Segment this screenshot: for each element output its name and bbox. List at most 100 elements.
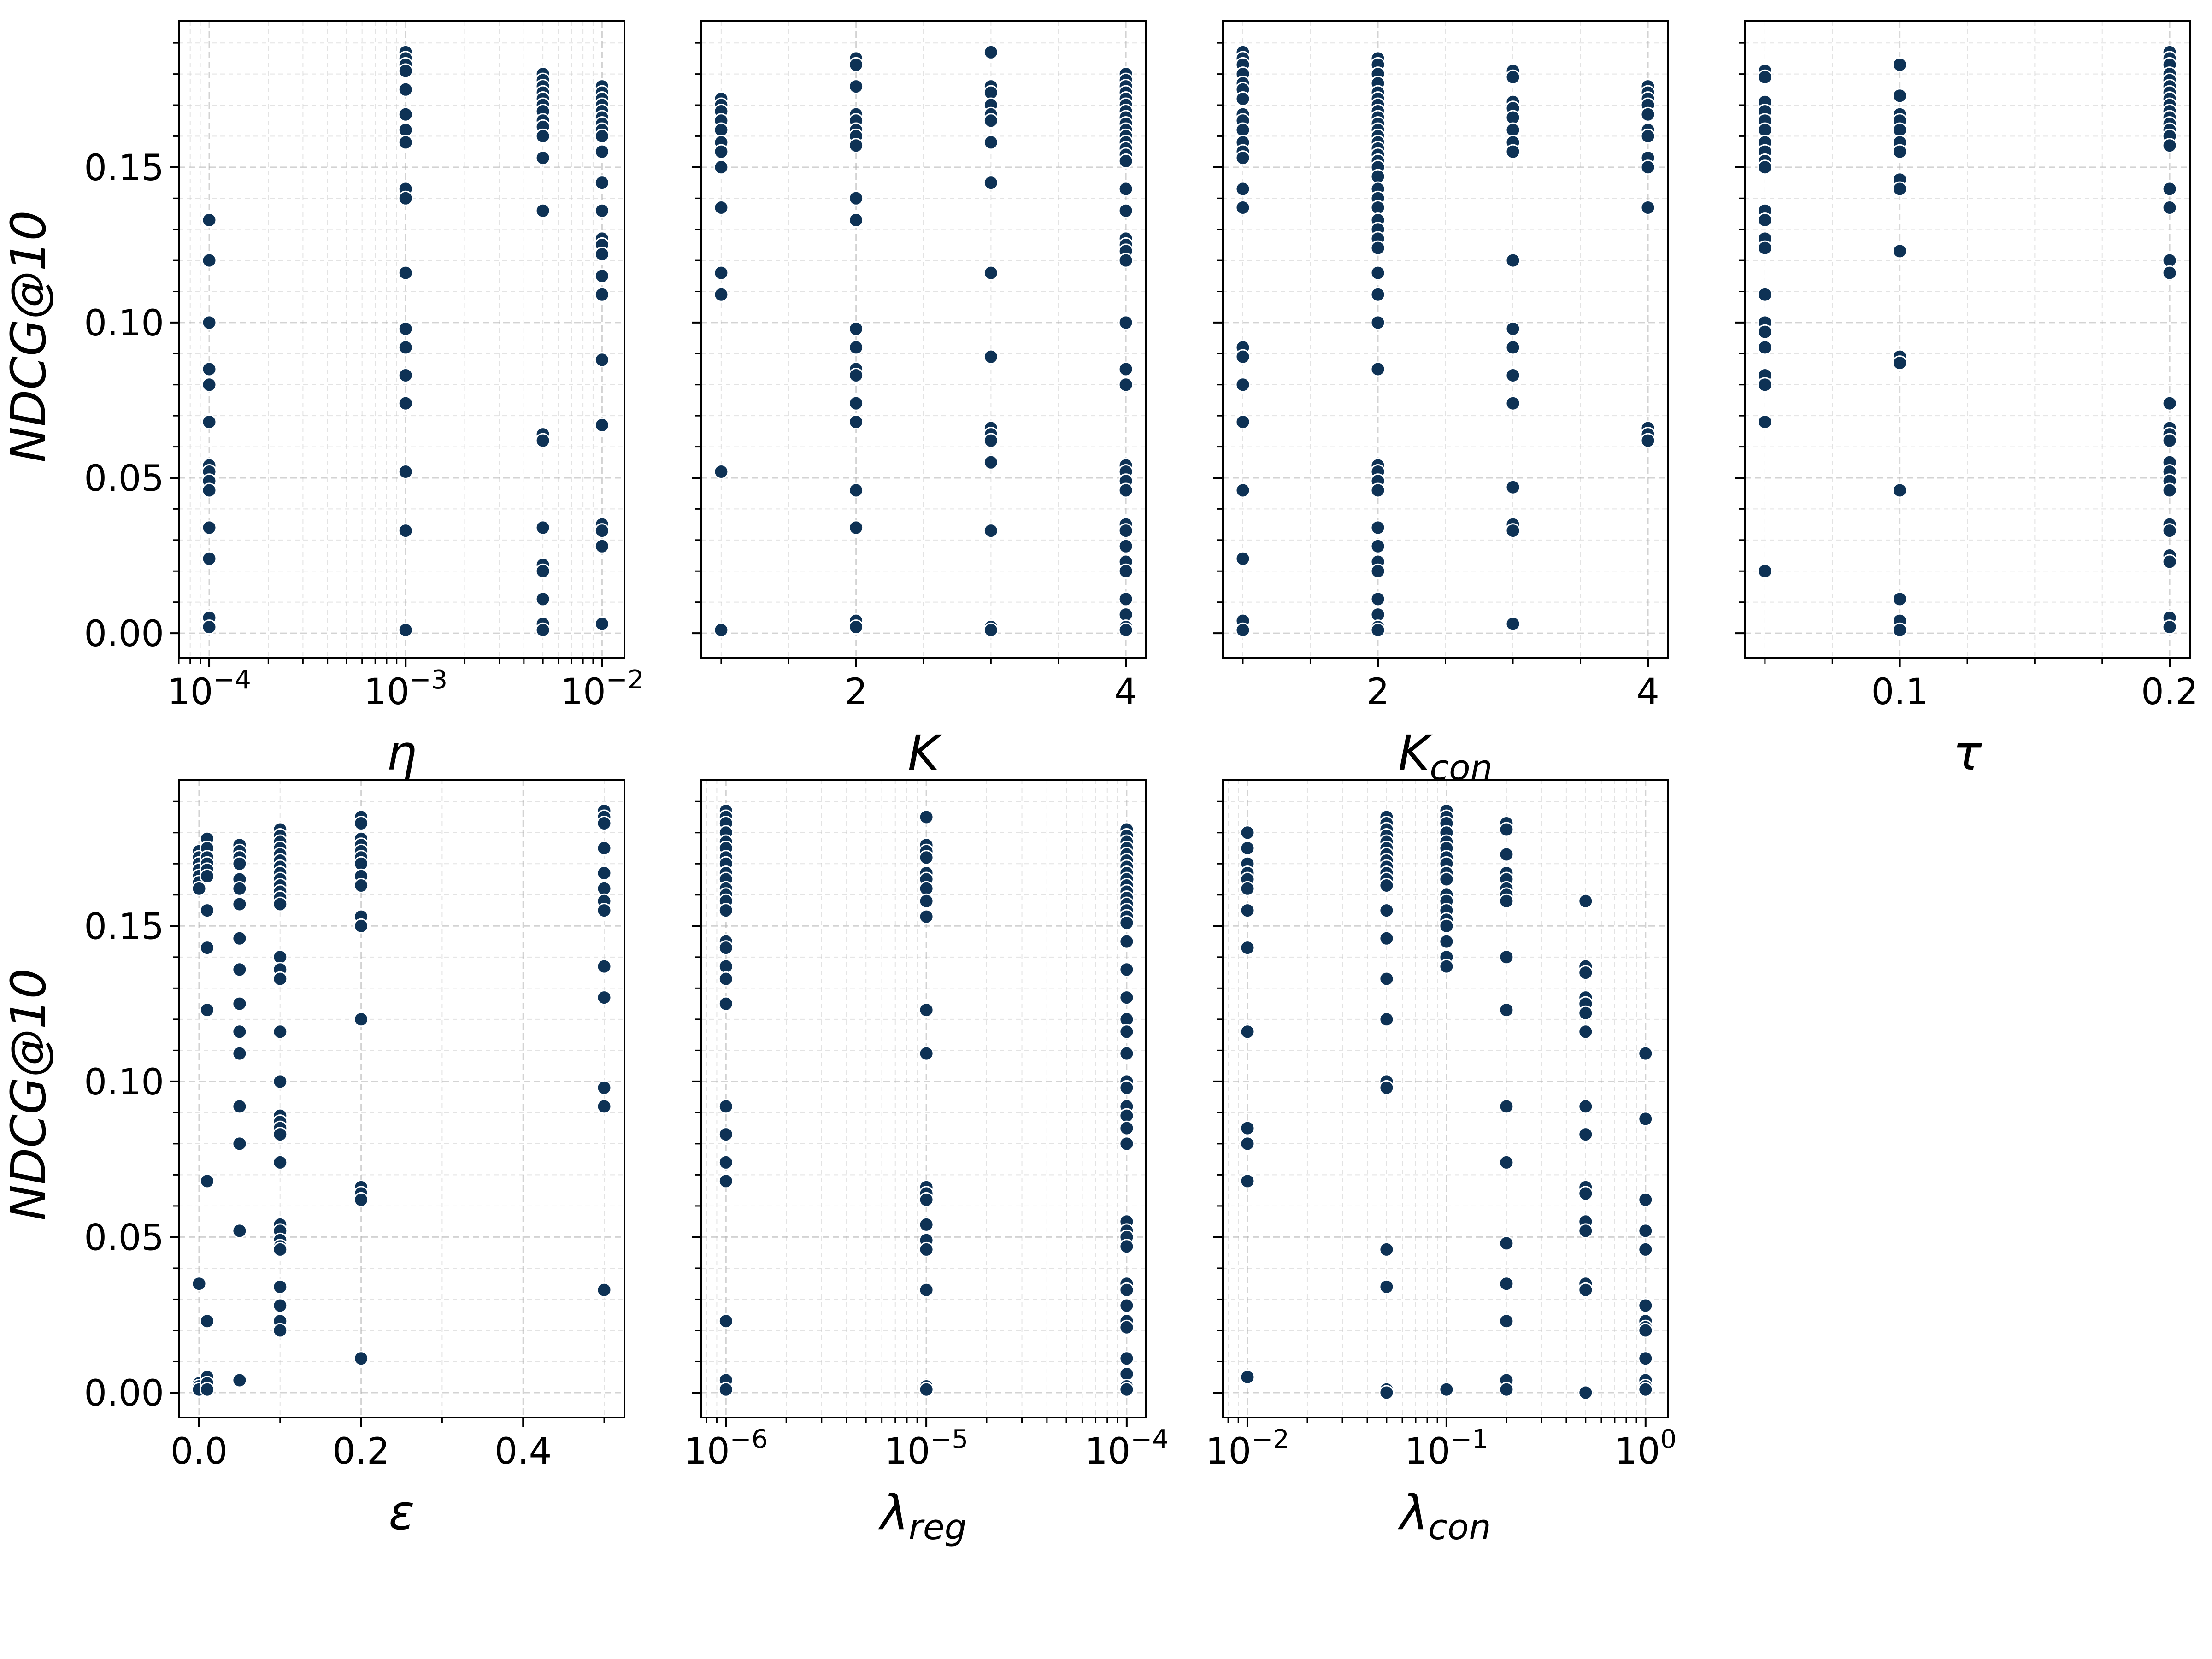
- data-point: [983, 113, 999, 129]
- x-tick-label: 0.2: [2141, 671, 2198, 713]
- data-point: [398, 190, 413, 206]
- x-tick-label: 10−4: [1085, 1424, 1169, 1472]
- data-point: [718, 1154, 734, 1170]
- data-point: [1892, 243, 1908, 259]
- data-point: [191, 1276, 207, 1292]
- data-point: [535, 622, 551, 638]
- data-point: [1640, 200, 1656, 215]
- data-point: [1640, 159, 1656, 175]
- data-point: [200, 868, 215, 884]
- points-K: [713, 44, 1134, 638]
- data-point: [1640, 128, 1656, 144]
- data-point: [1578, 1127, 1594, 1142]
- data-point: [1892, 482, 1908, 498]
- x-tick-label: 10−6: [684, 1424, 768, 1472]
- data-point: [272, 1154, 288, 1170]
- data-point: [1119, 1298, 1135, 1313]
- data-point: [1240, 1024, 1255, 1040]
- x-tick-label: 10−2: [560, 665, 644, 713]
- data-point: [594, 417, 610, 433]
- y-ticks-Kcon: [1213, 42, 1223, 635]
- data-point: [232, 896, 247, 912]
- data-point: [848, 57, 864, 72]
- data-point: [272, 1279, 288, 1294]
- data-point: [594, 128, 610, 144]
- x-axis-title-Kcon: Kcon: [1398, 725, 1493, 788]
- data-point: [983, 454, 999, 470]
- y-tick-label: 0.15: [84, 906, 164, 947]
- data-point: [201, 482, 217, 498]
- data-point: [594, 523, 610, 539]
- data-point: [272, 1241, 288, 1257]
- data-point: [1757, 324, 1773, 340]
- data-point: [1118, 315, 1134, 330]
- data-point: [232, 881, 247, 896]
- data-point: [918, 850, 934, 865]
- data-point: [201, 414, 217, 430]
- data-point: [1505, 321, 1521, 336]
- grid-eta: [178, 21, 624, 658]
- x-tick-label: 0.1: [1871, 671, 1929, 713]
- y-tick-label: 0.00: [84, 1373, 164, 1414]
- data-point: [1118, 253, 1134, 268]
- data-point: [1892, 355, 1908, 371]
- data-point: [535, 433, 551, 448]
- data-point: [1235, 622, 1251, 638]
- data-point: [1119, 1239, 1135, 1254]
- points-Kcon: [1235, 44, 1656, 638]
- data-point: [596, 990, 612, 1006]
- x-tick-label: 10−4: [167, 665, 251, 713]
- data-point: [1757, 240, 1773, 256]
- data-point: [848, 368, 864, 383]
- data-point: [1640, 106, 1656, 122]
- data-point: [398, 464, 413, 479]
- data-point: [594, 247, 610, 262]
- data-point: [398, 106, 413, 122]
- data-point: [1439, 959, 1454, 974]
- data-point: [1640, 433, 1656, 448]
- data-point: [398, 340, 413, 355]
- data-point: [1578, 1099, 1594, 1114]
- data-point: [272, 1323, 288, 1338]
- data-point: [2162, 200, 2177, 215]
- data-point: [1379, 1080, 1394, 1095]
- data-point: [713, 464, 729, 479]
- data-point: [596, 865, 612, 881]
- data-point: [535, 520, 551, 535]
- data-point: [1379, 971, 1394, 987]
- data-point: [1119, 915, 1135, 931]
- data-point: [1892, 88, 1908, 104]
- y-ticks-eta: 0.00 0.05 0.10 0.15: [84, 42, 179, 655]
- data-point: [918, 1241, 934, 1257]
- data-point: [596, 841, 612, 856]
- data-point: [272, 1127, 288, 1142]
- data-point: [1118, 153, 1134, 169]
- data-point: [718, 971, 734, 987]
- data-point: [1370, 622, 1386, 638]
- data-point: [232, 1024, 247, 1040]
- x-ticks-eta: 10−4 10−3 10−2: [167, 658, 644, 713]
- data-point: [2162, 523, 2177, 539]
- data-point: [1505, 523, 1521, 539]
- data-point: [398, 321, 413, 336]
- data-point: [2162, 433, 2177, 448]
- data-point: [1578, 965, 1594, 981]
- data-point: [1578, 1186, 1594, 1201]
- data-point: [1379, 1241, 1394, 1257]
- subplot-eta: 10−4 10−3 10−2 0.00 0.05 0.10 0.15 η: [84, 20, 644, 781]
- data-point: [983, 622, 999, 638]
- data-point: [918, 893, 934, 909]
- y-tick-label: 0.15: [84, 147, 164, 189]
- data-point: [1499, 949, 1514, 965]
- data-point: [1119, 962, 1135, 977]
- data-point: [596, 959, 612, 974]
- x-ticks-epsilon: 0.0 0.2 0.4: [171, 1418, 605, 1472]
- data-point: [1235, 91, 1251, 106]
- data-point: [272, 1024, 288, 1040]
- data-point: [535, 128, 551, 144]
- data-point: [1370, 287, 1386, 302]
- data-point: [1119, 1046, 1135, 1061]
- data-point: [535, 203, 551, 218]
- data-point: [1118, 538, 1134, 554]
